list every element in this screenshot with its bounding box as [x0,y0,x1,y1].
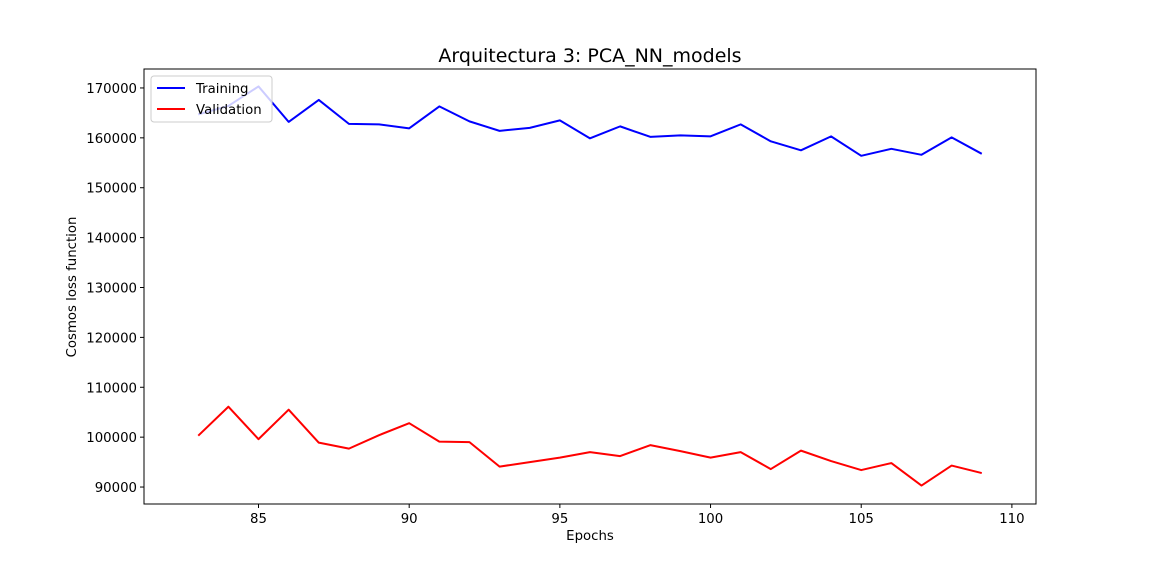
series-line-validation [197,405,983,487]
x-tick-label: 85 [250,512,267,527]
y-tick-label: 160000 [86,132,137,147]
y-tick-label: 100000 [86,431,137,446]
y-tick-label: 90000 [95,481,137,496]
axes: 85 90 95 100 105 110 90000 100000 110000 120000 13… [86,68,1037,527]
x-tick-label: 90 [401,512,418,527]
x-axis-label: Epochs [566,529,614,544]
y-tick-label: 130000 [86,281,137,296]
y-tick-label: 150000 [86,182,137,197]
y-axis-label: Cosmos loss function [65,217,80,358]
legend-label-validation: Validation [196,103,262,118]
chart-title: Arquitectura 3: PCA_NN_models [438,45,741,67]
y-tick-label: 110000 [86,381,137,396]
series-line-training [197,85,983,157]
x-tick-label: 100 [698,512,723,527]
legend: Training Validation [150,75,273,123]
y-tick-label: 120000 [86,331,137,346]
axes-frame [143,68,1037,505]
x-tick-label: 105 [849,512,874,527]
legend-label-training: Training [195,82,248,97]
y-tick-label: 170000 [86,82,137,97]
plot-area [197,85,983,487]
x-tick-label: 95 [551,512,568,527]
y-tick-label: 140000 [86,232,137,247]
x-tick-label: 110 [999,512,1024,527]
